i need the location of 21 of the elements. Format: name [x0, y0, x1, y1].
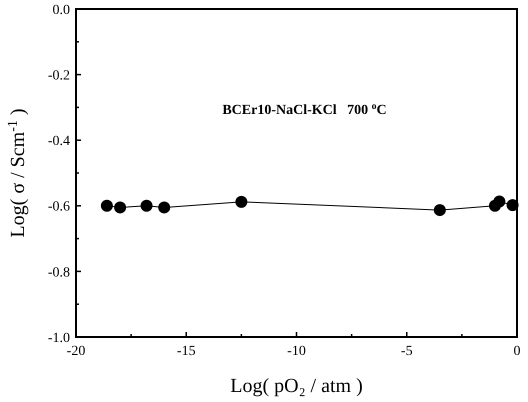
point	[493, 196, 506, 208]
x-tick-label: -15	[176, 344, 196, 359]
x-axis-title: Log( pO₂ / atm )	[230, 375, 363, 397]
point	[140, 200, 153, 212]
x-tick-label: -10	[287, 344, 306, 359]
point	[235, 196, 248, 208]
y-tick-label: -0.2	[48, 68, 70, 84]
point	[434, 204, 446, 216]
x-tick-label: 0	[514, 344, 520, 359]
point	[100, 200, 113, 212]
y-tick-label: 0.0	[52, 2, 70, 18]
x-tick-label: -5	[400, 344, 413, 359]
point	[114, 201, 126, 214]
y-tick-label: -0.6	[48, 200, 70, 215]
point	[158, 201, 170, 214]
y-tick-label: -0.4	[48, 134, 70, 150]
y-tick-label: -1.0	[48, 330, 70, 346]
point	[506, 199, 519, 212]
annotation: BCEr10-NaCl-KCl 700 $^{o}$C	[222, 100, 387, 118]
y-tick-label: -0.8	[48, 265, 70, 280]
x-tick-label: -20	[66, 344, 86, 359]
